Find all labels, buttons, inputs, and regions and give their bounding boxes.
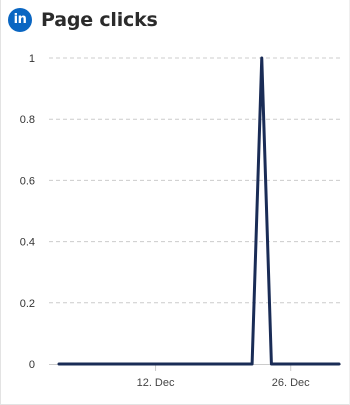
widget-header: in Page clicks — [8, 7, 158, 33]
series-line — [57, 56, 341, 366]
gridlines — [49, 57, 341, 304]
widget-title: Page clicks — [41, 9, 158, 31]
x-tick-label: 26. Dec — [272, 377, 310, 389]
y-tick-label: 0.8 — [20, 114, 35, 126]
y-tick-label: 1 — [29, 53, 35, 65]
y-tick-label: 0.4 — [20, 237, 35, 249]
x-tick-label: 12. Dec — [137, 377, 175, 389]
linkedin-icon: in — [8, 8, 32, 32]
y-axis-labels: 0 0.2 0.4 0.6 0.8 1 — [20, 53, 35, 371]
x-axis: 12. Dec 26. Dec — [49, 364, 341, 389]
y-tick-label: 0.6 — [20, 175, 35, 187]
series-group — [57, 56, 341, 366]
y-tick-label: 0.2 — [20, 298, 35, 310]
y-tick-label: 0 — [29, 359, 35, 371]
